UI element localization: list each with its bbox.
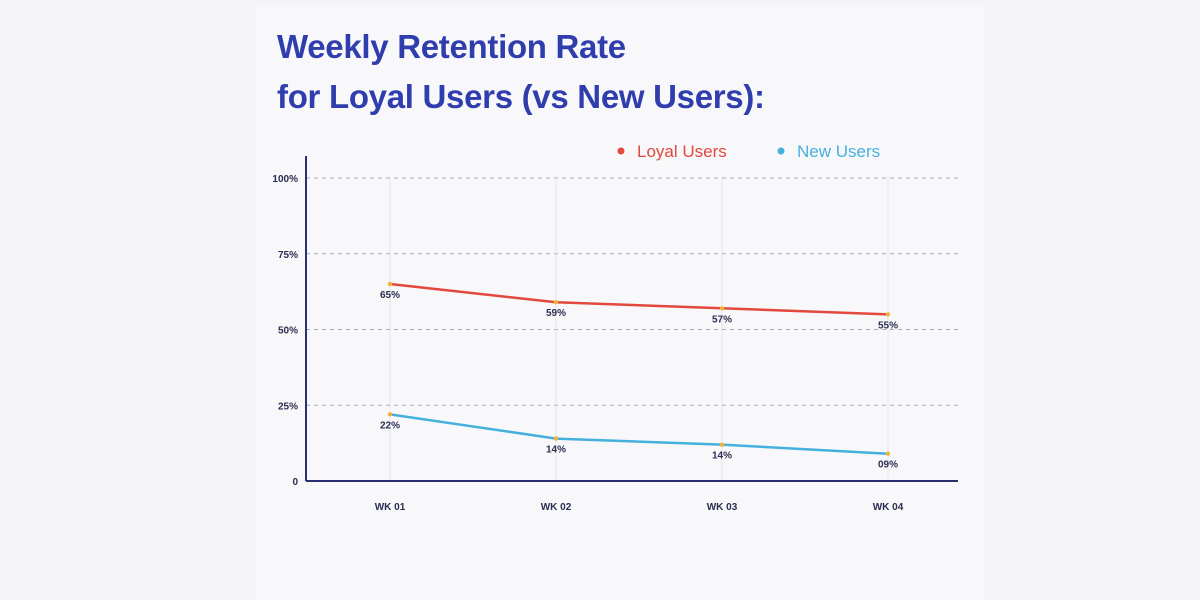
legend-label-new-users: New Users bbox=[797, 142, 880, 161]
data-labels: 65% 59% 57% 55% 22% 14% 14% 09% bbox=[380, 290, 898, 471]
data-point-loyal-users bbox=[719, 306, 725, 311]
series-line-new-users bbox=[388, 413, 890, 455]
data-point-loyal-users bbox=[553, 300, 559, 305]
axes: 0 25% 50% 75% 100% WK 01 WK 02 WK 03 WK 04 bbox=[272, 156, 958, 513]
data-label-new-users: 14% bbox=[712, 451, 732, 462]
data-label-loyal-users: 59% bbox=[546, 308, 566, 319]
data-label-new-users: 09% bbox=[878, 460, 898, 471]
data-point-loyal-users bbox=[885, 312, 891, 317]
data-label-loyal-users: 57% bbox=[712, 314, 732, 325]
data-series bbox=[387, 281, 891, 456]
legend: Loyal Users New Users bbox=[617, 142, 880, 161]
legend-marker-new-users bbox=[777, 147, 785, 155]
data-label-loyal-users: 65% bbox=[380, 290, 400, 301]
x-tick-label: WK 04 bbox=[873, 502, 904, 513]
legend-label-loyal-users: Loyal Users bbox=[637, 142, 727, 161]
series-line-loyal-users bbox=[388, 282, 890, 316]
data-point-new-users bbox=[885, 451, 891, 456]
y-tick-label: 25% bbox=[278, 401, 298, 412]
chart-card bbox=[256, 6, 984, 600]
gridlines bbox=[306, 177, 958, 481]
chart-title-line-2: for Loyal Users (vs New Users): bbox=[277, 78, 765, 115]
data-point-loyal-users bbox=[387, 281, 393, 287]
y-tick-label: 0 bbox=[292, 477, 298, 488]
chart-title-line-1: Weekly Retention Rate bbox=[277, 28, 626, 65]
x-tick-label: WK 02 bbox=[541, 502, 572, 513]
data-point-new-users bbox=[719, 442, 725, 447]
y-tick-label: 50% bbox=[278, 326, 298, 337]
x-tick-label: WK 03 bbox=[707, 502, 738, 513]
data-point-new-users bbox=[553, 436, 559, 441]
y-tick-label: 75% bbox=[278, 250, 298, 261]
data-label-loyal-users: 55% bbox=[878, 320, 898, 331]
y-tick-label: 100% bbox=[272, 174, 298, 185]
x-tick-label: WK 01 bbox=[375, 502, 406, 513]
data-label-new-users: 14% bbox=[546, 445, 566, 456]
data-label-new-users: 22% bbox=[380, 420, 400, 431]
data-point-new-users bbox=[387, 412, 393, 417]
legend-marker-loyal-users bbox=[617, 147, 625, 155]
